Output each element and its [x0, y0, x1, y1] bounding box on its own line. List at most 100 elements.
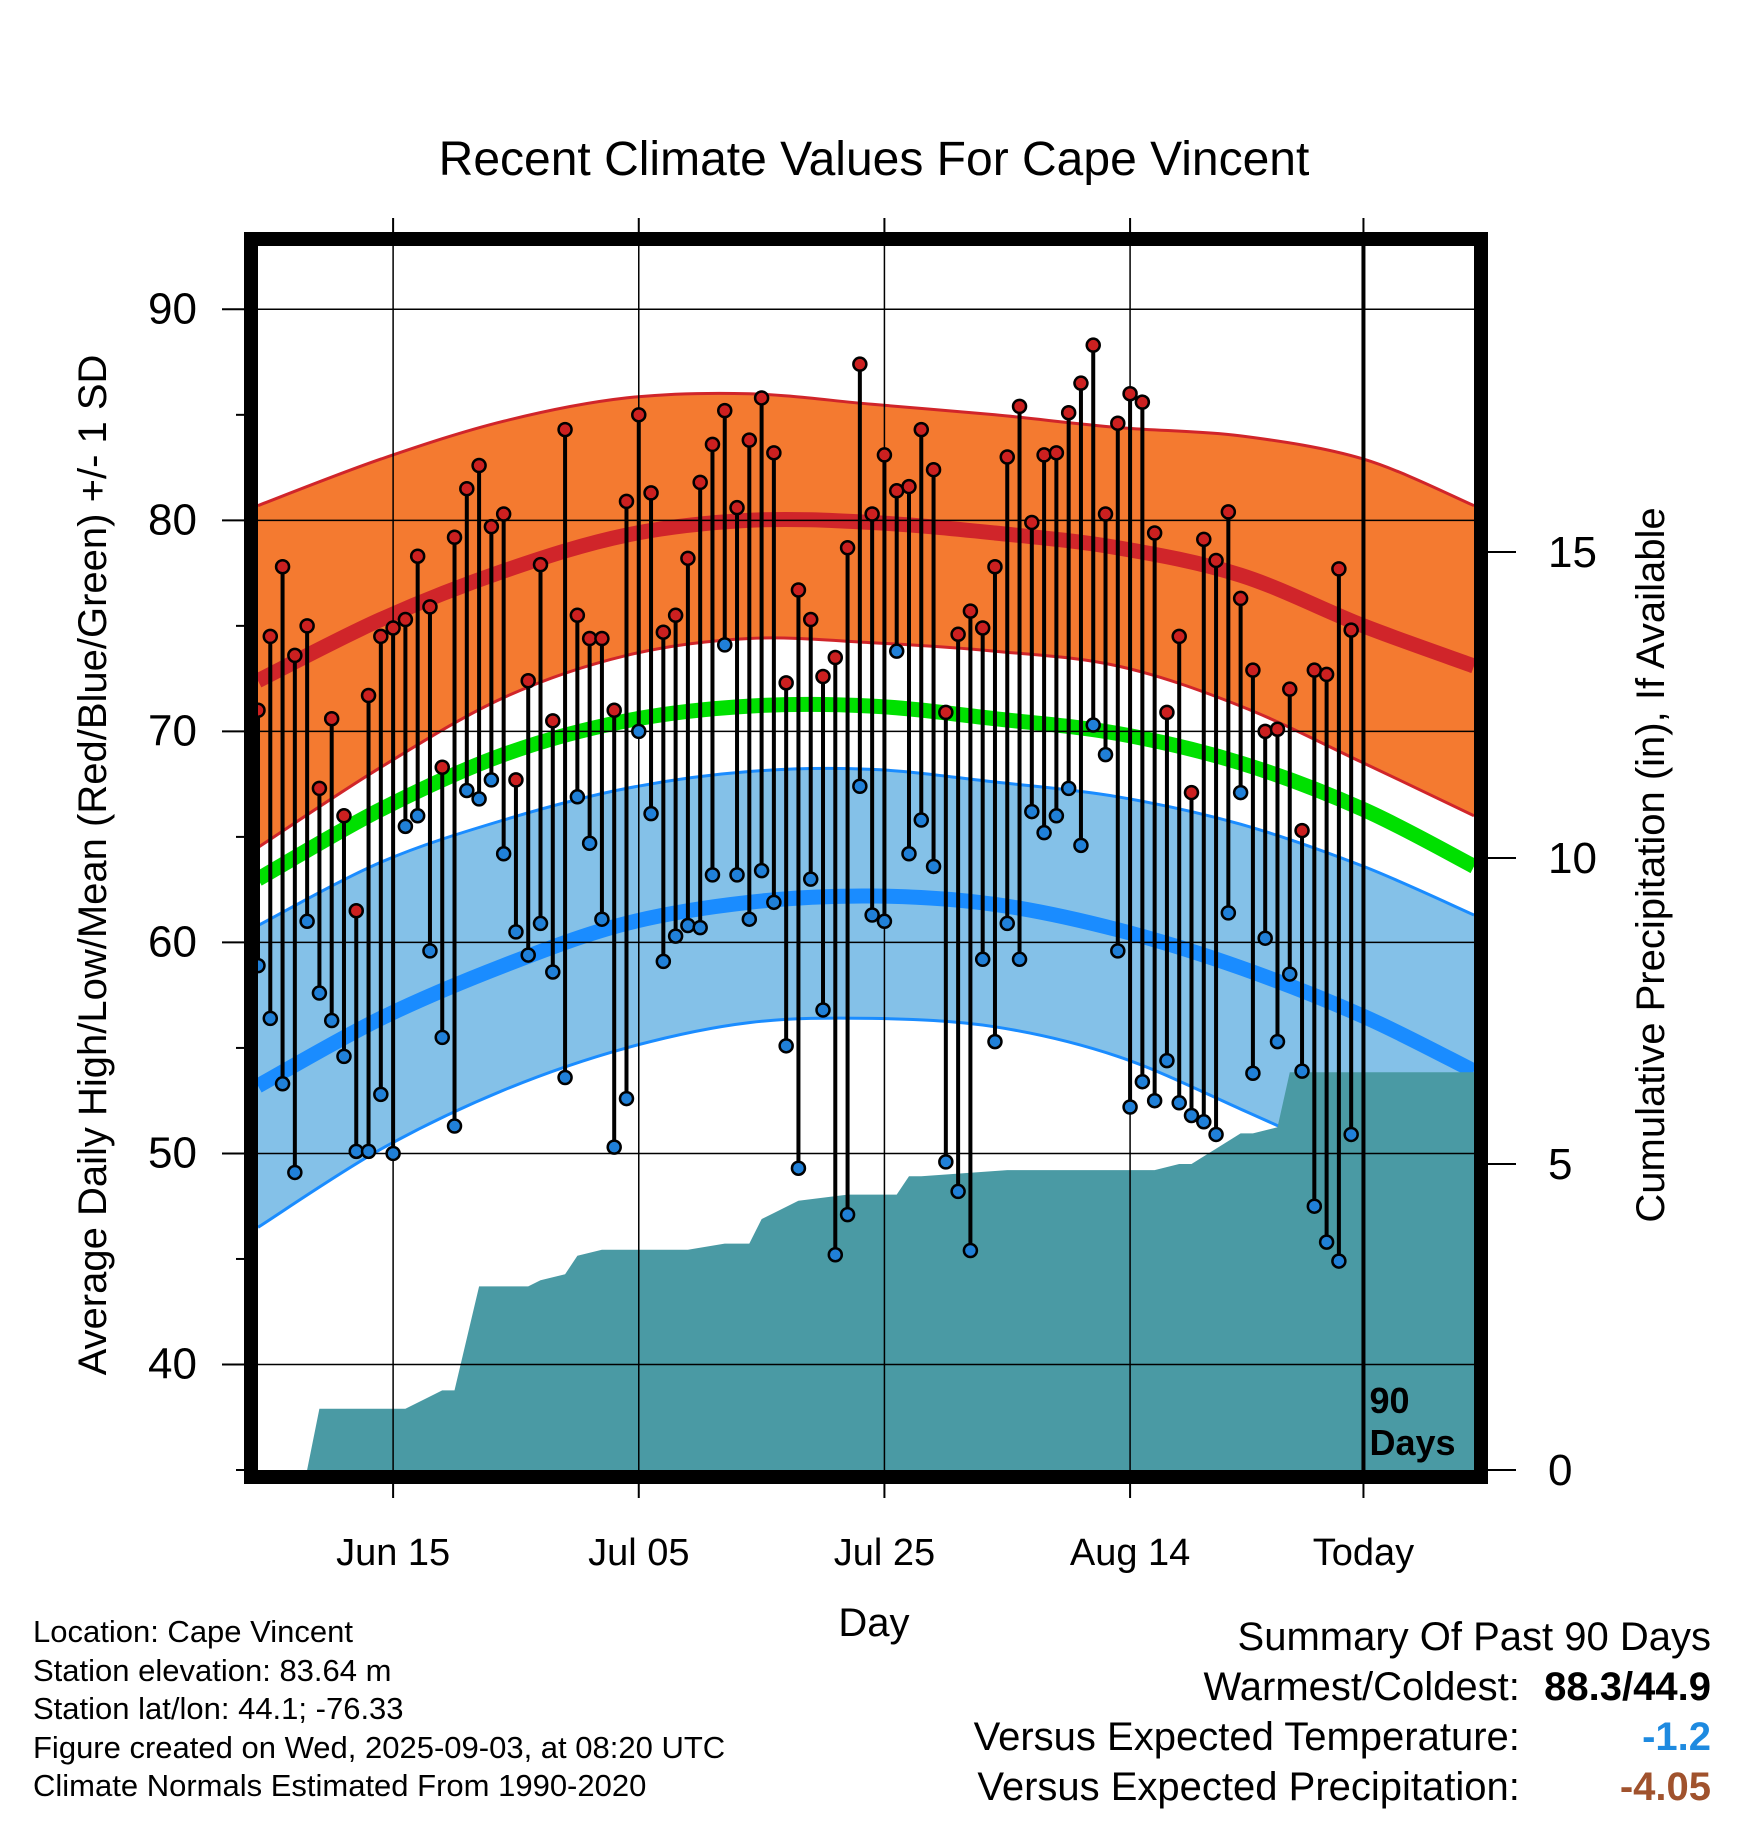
observed-high-point: [323, 710, 340, 727]
observed-high-point: [1122, 385, 1138, 402]
observed-low-point: [1306, 1198, 1323, 1214]
observed-high-point: [1245, 662, 1261, 678]
elevation-text: Station elevation: 83.64 m: [33, 1652, 392, 1688]
observed-high-point: [925, 461, 942, 478]
observed-low-point: [1110, 943, 1126, 959]
y2-tick-label: 5: [1548, 1140, 1572, 1189]
observed-high-point: [1269, 721, 1286, 738]
observed-low-point: [680, 917, 696, 934]
observed-low-point: [888, 643, 905, 659]
observed-high-point: [1294, 822, 1310, 839]
observed-low-point: [802, 871, 819, 887]
temp-value: -1.2: [1642, 1715, 1711, 1759]
observed-low-point: [631, 723, 647, 740]
observed-high-point: [741, 432, 758, 448]
observed-high-point: [557, 421, 573, 438]
x-axis-label: Day: [838, 1601, 909, 1645]
today-window-label: 90: [1369, 1380, 1409, 1421]
x-tick-label: Jun 15: [336, 1532, 450, 1574]
observed-low-point: [483, 772, 500, 788]
summary-precip: Versus Expected Precipitation: -4.05: [974, 1762, 1711, 1812]
observed-low-point: [397, 818, 414, 835]
observed-high-point: [618, 493, 635, 510]
observed-low-point: [434, 1029, 450, 1046]
observed-low-point: [790, 1160, 807, 1176]
observed-low-point: [962, 1242, 979, 1259]
observed-high-point: [1048, 445, 1065, 461]
observed-low-point: [262, 1010, 279, 1027]
y-tick-label: 70: [148, 706, 197, 755]
created-text: Figure created on Wed, 2025-09-03, at 08…: [33, 1729, 726, 1765]
summary-heading: Summary Of Past 90 Days: [1237, 1615, 1711, 1659]
observed-high-point: [385, 620, 401, 636]
observed-low-point: [1171, 1095, 1187, 1111]
observed-low-point: [1073, 837, 1089, 854]
observed-high-point: [311, 780, 328, 797]
latlon-text: Station lat/lon: 44.1; -76.33: [33, 1691, 404, 1726]
plot-frame: [244, 232, 1488, 1484]
observed-low-point: [692, 919, 708, 936]
observed-low-point: [1318, 1234, 1335, 1250]
observed-low-point: [1183, 1107, 1200, 1124]
observed-low-point: [655, 953, 672, 970]
observed-high-point: [1220, 504, 1237, 520]
x-tick-label: Jul 05: [588, 1532, 689, 1574]
observed-low-point: [876, 913, 893, 930]
observed-high-point: [1257, 723, 1273, 740]
y-tick-label: 80: [148, 495, 197, 544]
observed-low-point: [778, 1038, 794, 1054]
observed-low-point: [311, 985, 328, 1001]
low-minus-sd-edge: [258, 1016, 1474, 1229]
observed-low-point: [532, 915, 549, 932]
observed-high-point: [631, 407, 647, 423]
observed-high-point: [1159, 704, 1175, 721]
y2-tick-label: 0: [1548, 1446, 1572, 1495]
observed-high-point: [753, 390, 770, 406]
y-tick-label: 60: [148, 917, 197, 966]
observed-high-point: [483, 518, 500, 535]
y-axis-label: Average Daily High/Low/Mean (Red/Blue/Gr…: [71, 355, 115, 1376]
observed-high-point: [360, 687, 377, 704]
observed-low-point: [1269, 1033, 1286, 1050]
observed-high-point: [594, 630, 610, 647]
observed-high-point: [815, 668, 831, 685]
observed-high-point: [716, 402, 733, 419]
observed-high-point: [864, 506, 880, 522]
observed-low-point: [336, 1048, 352, 1065]
temp-label: Versus Expected Temperature:: [973, 1715, 1520, 1759]
observed-high-point: [446, 529, 463, 545]
observed-high-point: [434, 759, 450, 776]
observed-low-point: [618, 1090, 635, 1107]
observed-high-point: [287, 647, 303, 664]
observed-low-point: [1159, 1052, 1175, 1069]
observed-low-point: [1196, 1114, 1212, 1130]
observed-high-point: [913, 421, 930, 438]
low-sd-band: [258, 768, 1474, 1228]
observed-high-point: [545, 713, 561, 729]
observed-high-point: [1146, 525, 1163, 541]
observed-high-point: [1183, 784, 1200, 801]
precip-value: -4.05: [1619, 1765, 1711, 1809]
observed-high-point: [901, 478, 917, 495]
observed-high-point: [348, 903, 365, 919]
observed-low-point: [1097, 746, 1114, 763]
observed-low-point: [508, 924, 524, 940]
observed-low-point: [704, 867, 721, 883]
observed-high-point: [1073, 375, 1089, 391]
observed-high-point: [409, 548, 426, 564]
summary-temp: Versus Expected Temperature: -1.2: [974, 1712, 1711, 1762]
today-window-label: Days: [1369, 1422, 1455, 1463]
observed-low-point: [581, 835, 598, 851]
observed-high-point: [766, 445, 782, 461]
observed-high-point: [471, 457, 487, 474]
observed-high-point: [1208, 552, 1224, 569]
observed-low-point: [323, 1012, 340, 1029]
observed-high-point: [852, 356, 868, 372]
observed-low-point: [864, 907, 880, 923]
observed-low-point: [385, 1145, 401, 1162]
observed-low-point: [459, 782, 475, 799]
observed-high-point: [397, 611, 414, 628]
observed-low-point: [471, 791, 487, 807]
observed-low-point: [753, 862, 770, 879]
observed-high-point: [1036, 447, 1052, 463]
